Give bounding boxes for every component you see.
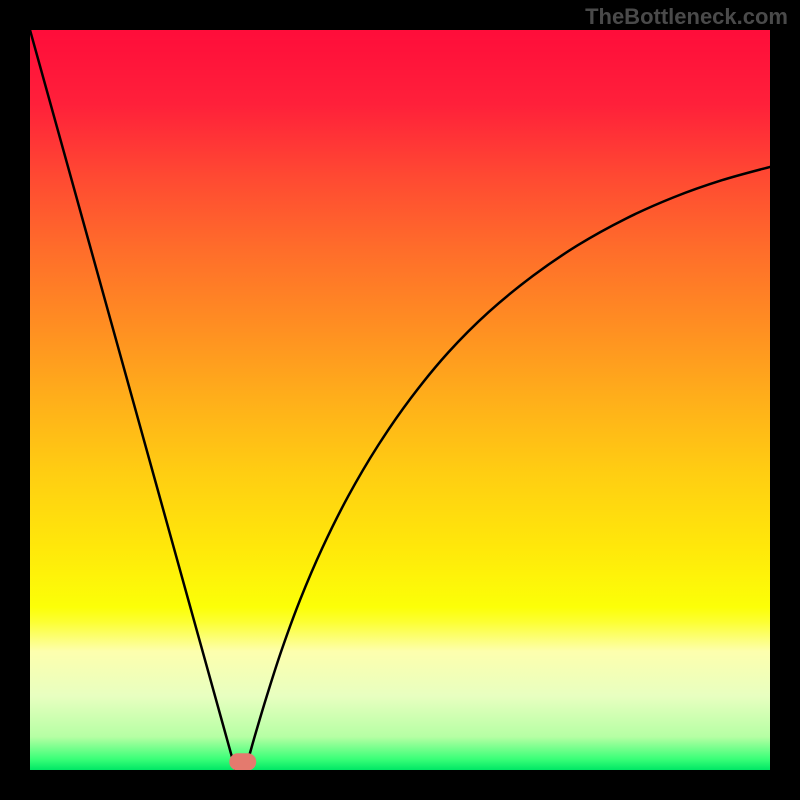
chart-container: TheBottleneck.com — [0, 0, 800, 800]
plot-area — [30, 30, 770, 770]
plot-svg — [30, 30, 770, 770]
gradient-background — [30, 30, 770, 770]
optimal-marker — [230, 754, 256, 770]
watermark-text: TheBottleneck.com — [585, 4, 788, 30]
